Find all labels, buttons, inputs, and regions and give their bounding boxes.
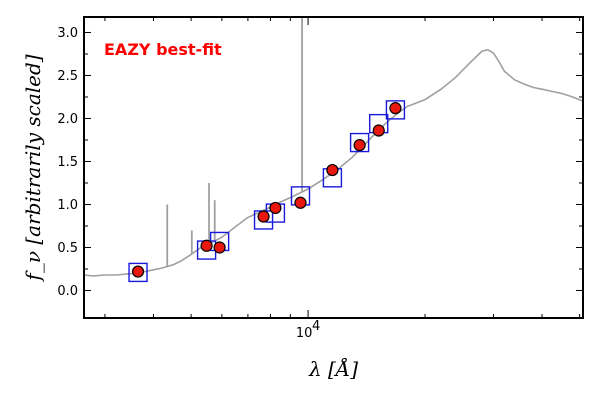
plot-frame (83, 16, 584, 319)
y-tick-label: 2.0 (57, 112, 78, 127)
y-axis-title: f_ν [arbitrarily scaled] (21, 54, 45, 282)
y-tick-label: 1.0 (57, 198, 78, 213)
y-tick-label: 0.5 (57, 241, 78, 256)
annotation-label: EAZY best-fit (104, 40, 222, 59)
observed-point (257, 210, 270, 223)
y-tick-label: 1.5 (57, 155, 78, 170)
observed-point (389, 102, 402, 115)
observed-point (372, 124, 385, 137)
observed-point (269, 201, 282, 215)
model-box (349, 132, 370, 153)
x-tick-label: 10 (296, 326, 313, 341)
observed-point (213, 241, 226, 254)
observed-layer (131, 102, 402, 278)
observed-point (326, 163, 339, 177)
observed-point (131, 265, 145, 278)
observed-point (200, 239, 213, 252)
x-tick-exponent: 4 (312, 319, 320, 334)
observed-point (353, 139, 366, 152)
sed-curve (84, 48, 583, 277)
model-box (385, 100, 406, 120)
ticks-layer: 0.0 0.5 1.0 1.5 2.0 2.5 3.0 10 4 (57, 17, 583, 341)
y-tick-label: 2.5 (57, 69, 78, 84)
y-tick-label: 0.0 (57, 284, 78, 299)
model-layer (128, 100, 406, 283)
observed-point (294, 196, 307, 209)
x-axis-title: λ [Å] (308, 356, 358, 381)
model-box (128, 262, 148, 283)
y-tick-label: 3.0 (57, 26, 78, 41)
